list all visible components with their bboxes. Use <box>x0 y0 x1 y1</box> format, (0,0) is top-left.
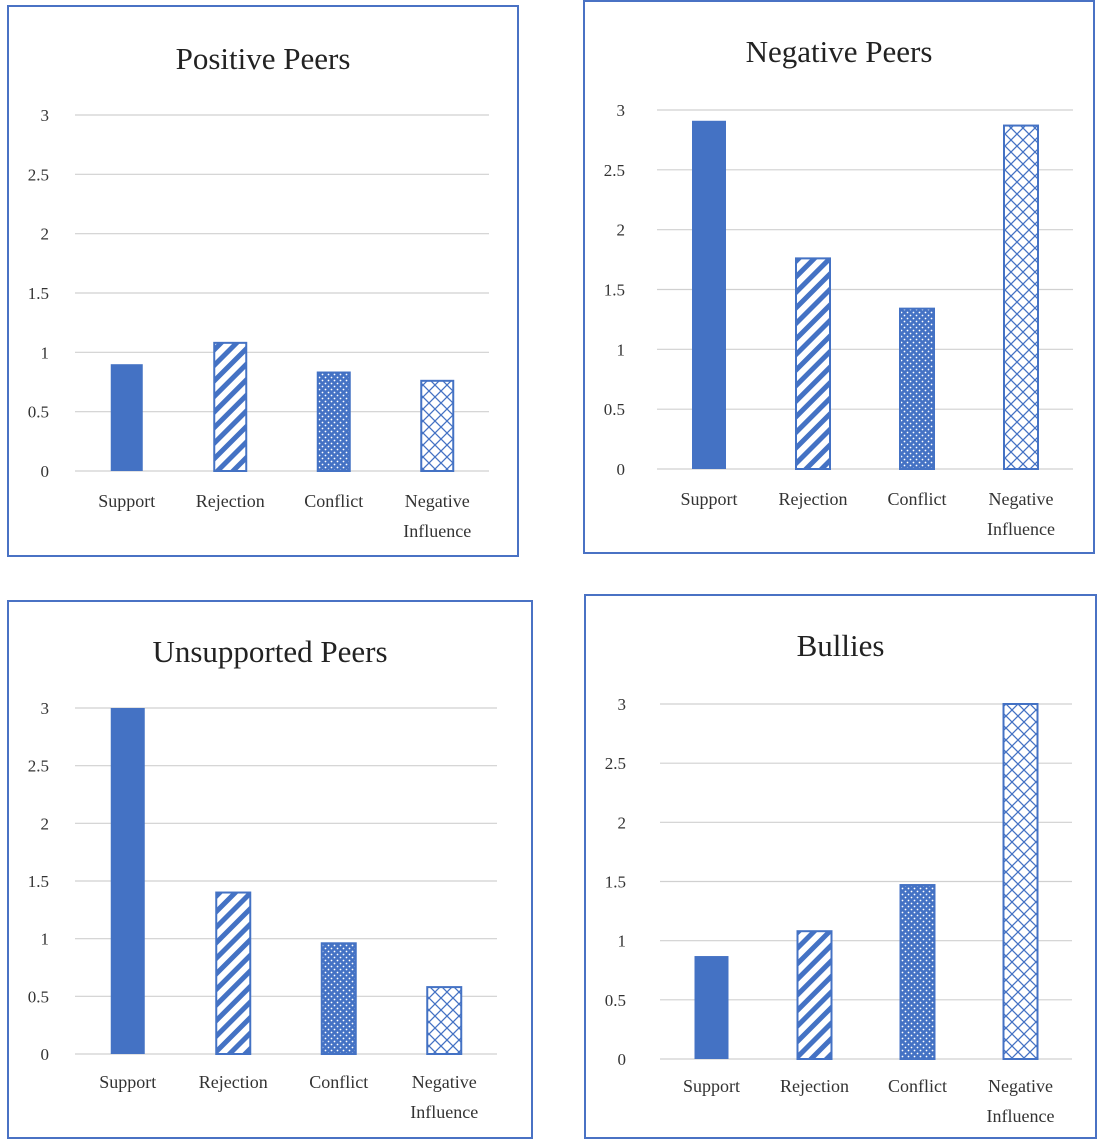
chart-panel-bullies: Bullies 0 0.5 1 1.5 2 2.5 3 Support Rejection Conf… <box>584 594 1097 1139</box>
chart-title: Unsupported Peers <box>152 634 387 669</box>
x-category-label: Negative Influence <box>987 489 1055 539</box>
y-tick-label: 1 <box>41 930 50 949</box>
y-tick-label: 1 <box>41 343 50 362</box>
x-category-label: Support <box>680 489 737 509</box>
y-tick-label: 3 <box>41 106 50 125</box>
y-tick-label: 2.5 <box>604 161 625 180</box>
bar-chart-negative-peers: Negative Peers 0 0.5 1 1.5 2 2.5 3 Support Reject… <box>604 34 1073 539</box>
y-tick-label: 1 <box>618 932 627 951</box>
bar-negative-influence <box>420 379 455 472</box>
x-category-label: Rejection <box>780 1076 849 1096</box>
bar-rejection <box>796 930 833 1061</box>
chart-panel-positive-peers: Positive Peers 0 0.5 1 1.5 2 2.5 3 Support Reject… <box>7 5 519 557</box>
bar-support <box>694 956 729 1059</box>
chart-title: Positive Peers <box>176 41 351 76</box>
x-category-label: Negative Influence <box>410 1072 478 1122</box>
x-category-label: Rejection <box>196 491 265 511</box>
y-tick-label: 1.5 <box>28 872 49 891</box>
x-category-label: Rejection <box>199 1072 268 1092</box>
bar-conflict <box>899 884 936 1060</box>
x-category-label: Negative Influence <box>987 1076 1055 1126</box>
x-category-label: Support <box>683 1076 740 1096</box>
y-tick-label: 0 <box>41 1045 50 1064</box>
bar-conflict <box>316 371 351 472</box>
chart-title: Negative Peers <box>746 34 933 69</box>
y-tick-label: 2.5 <box>605 754 626 773</box>
x-category-label: Support <box>99 1072 156 1092</box>
bar-chart-bullies: Bullies 0 0.5 1 1.5 2 2.5 3 Support Rejection Conf… <box>605 628 1072 1126</box>
y-tick-label: 0 <box>41 462 50 481</box>
bar-conflict <box>320 942 357 1055</box>
x-category-label: Conflict <box>888 489 947 509</box>
bar-support <box>110 708 145 1054</box>
y-tick-label: 2 <box>617 221 626 240</box>
y-tick-label: 3 <box>618 695 627 714</box>
y-tick-label: 1.5 <box>28 284 49 303</box>
y-tick-label: 1.5 <box>605 873 626 892</box>
bar-negative-influence <box>1002 703 1039 1060</box>
bar-support <box>692 120 726 470</box>
y-tick-label: 3 <box>41 699 50 718</box>
bar-rejection <box>215 891 252 1055</box>
x-category-label: Support <box>98 491 155 511</box>
y-tick-label: 1 <box>617 340 626 359</box>
y-tick-label: 2.5 <box>28 757 49 776</box>
bar-chart-unsupported-peers: Unsupported Peers 0 0.5 1 1.5 2 2.5 3 Support Rej… <box>28 634 497 1122</box>
x-category-label: Conflict <box>888 1076 947 1096</box>
bar-support <box>110 364 143 471</box>
y-tick-label: 2 <box>41 814 50 833</box>
y-tick-label: 0.5 <box>605 991 626 1010</box>
chart-panel-negative-peers: Negative Peers 0 0.5 1 1.5 2 2.5 3 Support Reject… <box>583 0 1095 554</box>
bar-conflict <box>899 307 935 470</box>
y-tick-label: 0 <box>618 1050 627 1069</box>
y-tick-label: 1.5 <box>604 281 625 300</box>
x-category-label: Negative Influence <box>403 491 471 541</box>
bar-rejection <box>795 257 831 470</box>
y-tick-label: 0 <box>617 460 626 479</box>
y-tick-label: 2.5 <box>28 165 49 184</box>
y-tick-label: 0.5 <box>28 403 49 422</box>
y-tick-label: 0.5 <box>28 987 49 1006</box>
y-tick-label: 0.5 <box>604 400 625 419</box>
bar-negative-influence <box>426 986 463 1055</box>
x-category-label: Conflict <box>309 1072 368 1092</box>
y-tick-label: 3 <box>617 101 626 120</box>
chart-title: Bullies <box>797 628 885 663</box>
bar-negative-influence <box>1003 124 1039 470</box>
bar-chart-positive-peers: Positive Peers 0 0.5 1 1.5 2 2.5 3 Support Reject… <box>28 41 489 541</box>
chart-panel-unsupported-peers: Unsupported Peers 0 0.5 1 1.5 2 2.5 3 Support Rej… <box>7 600 533 1139</box>
x-category-label: Rejection <box>779 489 848 509</box>
x-category-label: Conflict <box>304 491 363 511</box>
bar-rejection <box>213 341 248 472</box>
y-tick-label: 2 <box>41 225 50 244</box>
y-tick-label: 2 <box>618 813 627 832</box>
